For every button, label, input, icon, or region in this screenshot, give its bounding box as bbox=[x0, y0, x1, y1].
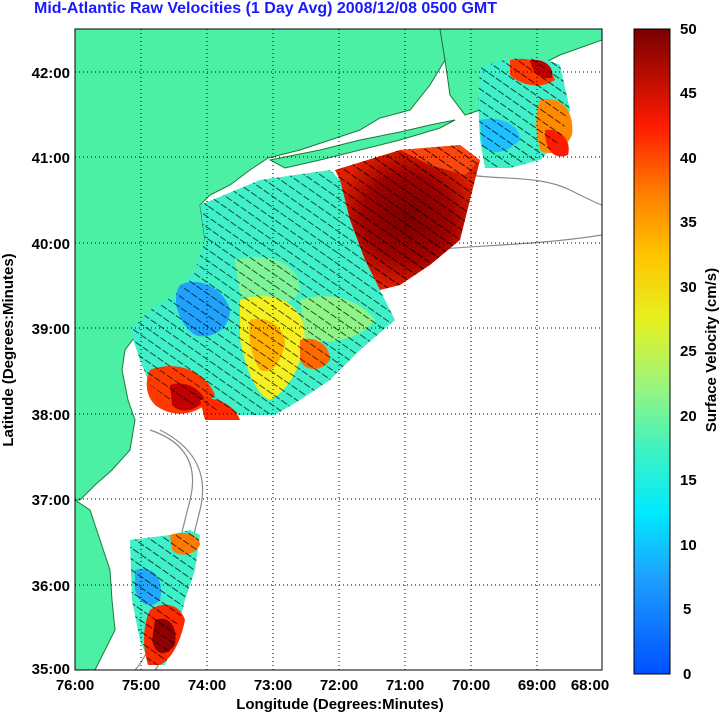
y-tick-label: 36:00 bbox=[32, 578, 70, 595]
x-tick-label: 70:00 bbox=[452, 677, 490, 694]
y-tick-label: 41:00 bbox=[32, 150, 70, 167]
y-tick-label: 39:00 bbox=[32, 321, 70, 338]
colorbar-tick: 10 bbox=[680, 537, 697, 554]
x-tick-label: 73:00 bbox=[254, 677, 292, 694]
y-tick-label: 40:00 bbox=[32, 236, 70, 253]
y-tick-label: 38:00 bbox=[32, 407, 70, 424]
colorbar-tick: 15 bbox=[680, 472, 697, 489]
x-tick-label: 76:00 bbox=[56, 677, 94, 694]
x-tick-label: 74:00 bbox=[188, 677, 226, 694]
y-tick-label: 42:00 bbox=[32, 65, 70, 82]
colorbar-tick: 35 bbox=[680, 214, 697, 231]
colorbar-label: Surface Velocity (cm/s) bbox=[703, 268, 720, 432]
y-tick-label: 37:00 bbox=[32, 492, 70, 509]
colorbar-tick: 45 bbox=[680, 85, 697, 102]
y-axis: 42:00 41:00 40:00 39:00 38:00 37:00 36:0… bbox=[0, 65, 70, 678]
map-title: Mid-Atlantic Raw Velocities (1 Day Avg) … bbox=[34, 0, 497, 17]
x-axis-label: Longitude (Degrees:Minutes) bbox=[236, 696, 444, 713]
land-long-island bbox=[268, 119, 456, 169]
velocity-field bbox=[130, 57, 573, 665]
x-tick-label: 71:00 bbox=[386, 677, 424, 694]
colorbar-tick: 5 bbox=[683, 601, 691, 618]
x-tick-label: 69:00 bbox=[518, 677, 556, 694]
grid-lines bbox=[75, 29, 602, 670]
x-tick-label: 68:00 bbox=[571, 677, 609, 694]
colorbar-tick: 20 bbox=[680, 408, 697, 425]
x-axis: 76:00 75:00 74:00 73:00 72:00 71:00 70:0… bbox=[56, 677, 609, 713]
y-axis-label: Latitude (Degrees:Minutes) bbox=[0, 253, 17, 446]
x-tick-label: 75:00 bbox=[122, 677, 160, 694]
colorbar-gradient bbox=[633, 28, 671, 675]
y-tick-label: 35:00 bbox=[32, 661, 70, 678]
colorbar: 50 45 40 35 30 25 20 15 10 5 0 Surface V… bbox=[633, 21, 720, 683]
colorbar-tick: 25 bbox=[680, 343, 697, 360]
colorbar-tick: 0 bbox=[683, 666, 691, 683]
colorbar-tick: 40 bbox=[680, 150, 697, 167]
x-tick-label: 72:00 bbox=[320, 677, 358, 694]
colorbar-tick: 50 bbox=[680, 21, 697, 38]
colorbar-tick: 30 bbox=[680, 279, 697, 296]
